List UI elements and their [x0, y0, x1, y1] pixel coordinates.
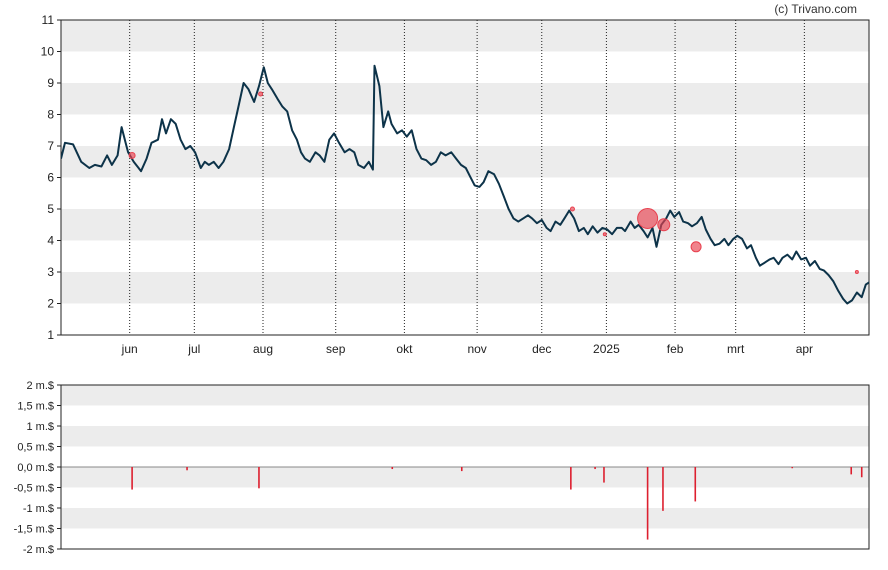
volume-grid-band [61, 385, 869, 406]
price-line [61, 64, 869, 305]
price-ytick-label: 6 [47, 171, 54, 185]
insider-trade-marker [637, 207, 659, 229]
volume-plot-frame [60, 384, 870, 550]
price-ytick-label: 9 [47, 76, 54, 90]
volume-ytick-label: 1 m.$ [26, 421, 54, 433]
insider-trade-marker [690, 241, 702, 253]
price-ytick-label: 10 [41, 45, 55, 59]
insider-trade-marker [128, 151, 136, 159]
month-tick-label: okt [396, 342, 413, 356]
month-tick-label: apr [796, 342, 813, 356]
price-grid-band [61, 83, 869, 115]
month-tick-label: jul [187, 342, 200, 356]
price-ytick-label: 2 [47, 297, 54, 311]
price-ytick-label: 1 [47, 328, 54, 342]
volume-chart: 2 m.$ 1,5 m.$ 1 m.$ 0,5 m.$ 0,0 m.$ -0,5 m.$ -… [14, 380, 870, 556]
volume-ytick-label: 0,5 m.$ [17, 442, 54, 454]
insider-trade-marker [569, 206, 575, 212]
insider-trade-marker [258, 91, 264, 97]
price-ytick-label: 3 [47, 265, 54, 279]
month-tick-label: mrt [727, 342, 745, 356]
volume-ytick-label: 1,5 m.$ [17, 401, 54, 413]
price-ytick-label: 4 [47, 234, 54, 248]
month-tick-label: dec [532, 342, 551, 356]
price-grid-band [61, 209, 869, 241]
price-ytick-label: 8 [47, 108, 54, 122]
volume-ytick-label: -2 m.$ [23, 544, 54, 556]
price-grid-band [61, 20, 869, 52]
price-ytick-label: 5 [47, 202, 54, 216]
volume-ytick-label: -0,5 m.$ [14, 483, 54, 495]
price-chart: jun jul aug sep okt nov dec 2025 feb mrt apr 1 2 3 4 5 6… [41, 13, 870, 356]
copyright-label: (c) Trivano.com [774, 2, 857, 16]
volume-ytick-label: -1,5 m.$ [14, 524, 54, 536]
insider-trade-marker [602, 232, 607, 237]
month-tick-label: sep [326, 342, 346, 356]
volume-grid-band [61, 467, 869, 488]
volume-grid-band [61, 508, 869, 529]
month-tick-label: 2025 [593, 342, 620, 356]
month-tick-label: jun [121, 342, 138, 356]
volume-ytick-label: -1 m.$ [23, 503, 54, 515]
month-tick-label: aug [253, 342, 273, 356]
insider-trade-marker [657, 218, 671, 232]
price-plot-frame [60, 19, 870, 336]
price-grid-band [61, 146, 869, 178]
price-grid-band [61, 272, 869, 304]
month-tick-label: feb [667, 342, 684, 356]
price-ytick-label: 11 [42, 13, 55, 27]
price-ytick-label: 7 [47, 139, 54, 153]
volume-ytick-label: 2 m.$ [26, 380, 54, 392]
volume-ytick-label: 0,0 m.$ [17, 462, 54, 474]
volume-grid-band [61, 426, 869, 447]
month-tick-label: nov [467, 342, 486, 356]
insider-trade-marker [854, 270, 859, 274]
